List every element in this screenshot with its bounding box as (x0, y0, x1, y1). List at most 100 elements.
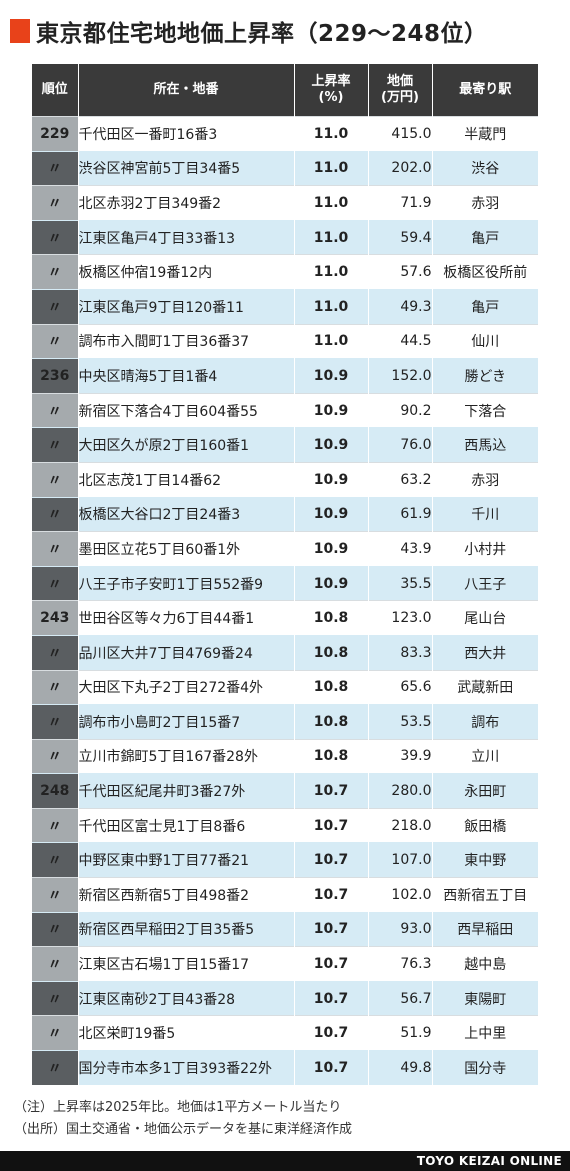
rank-cell: 243 (32, 600, 79, 636)
location-cell: 千代田区一番町16番3 (78, 116, 295, 152)
price-cell: 56.7 (368, 980, 433, 1016)
table-row: 〃品川区大井7丁目4769番24 10.8 83.3 西大井 (32, 634, 538, 670)
table-body: 229 千代田区一番町16番3 11.0 415.0 半蔵門〃渋谷区神宮前5丁目34番5… (32, 116, 538, 1085)
station-cell: 勝どき (432, 358, 538, 394)
station-cell: 西新宿五丁目 (432, 877, 538, 913)
price-cell: 65.6 (368, 669, 433, 705)
rank-cell: 〃 (32, 496, 79, 532)
location-cell: 新宿区西早稲田2丁目35番5 (78, 911, 295, 947)
station-cell: 板橋区役所前 (432, 254, 538, 290)
table-row: 〃国分寺市本多1丁目393番22外 10.7 49.8 国分寺 (32, 1050, 538, 1085)
station-cell: 西大井 (432, 634, 538, 670)
table-row: 243 世田谷区等々力6丁目44番1 10.8 123.0 尾山台 (32, 600, 538, 636)
rank-cell: 〃 (32, 254, 79, 290)
location-cell: 板橋区仲宿19番12内 (78, 254, 295, 290)
table-row: 〃板橋区仲宿19番12内 11.0 57.6 板橋区役所前 (32, 254, 538, 290)
table-row: 236 中央区晴海5丁目1番4 10.9 152.0 勝どき (32, 358, 538, 394)
note-comment: （注）上昇率は2025年比。地価は1平方メートル当たり (14, 1100, 342, 1115)
table-row: 〃新宿区西早稲田2丁目35番5 10.7 93.0 西早稲田 (32, 911, 538, 947)
price-cell: 51.9 (368, 1015, 433, 1051)
price-cell: 152.0 (368, 358, 433, 394)
rank-cell: 〃 (32, 842, 79, 878)
location-cell: 世田谷区等々力6丁目44番1 (78, 600, 295, 636)
station-cell: 東陽町 (432, 980, 538, 1016)
rank-cell: 〃 (32, 531, 79, 567)
price-cell: 59.4 (368, 219, 433, 255)
table-row: 〃調布市入間町1丁目36番37 11.0 44.5 仙川 (32, 323, 538, 359)
header-location: 所在・地番 (78, 64, 295, 117)
notes: （注）上昇率は2025年比。地価は1平方メートル当たり （出所）国土交通省・地価… (14, 1097, 352, 1141)
station-cell: 永田町 (432, 773, 538, 809)
station-cell: 越中島 (432, 946, 538, 982)
location-cell: 調布市小島町2丁目15番7 (78, 704, 295, 740)
rate-cell: 10.9 (294, 531, 369, 567)
rank-cell: 〃 (32, 634, 79, 670)
station-cell: 国分寺 (432, 1050, 538, 1085)
location-cell: 中野区東中野1丁目77番21 (78, 842, 295, 878)
rank-cell: 〃 (32, 150, 79, 186)
location-cell: 品川区大井7丁目4769番24 (78, 634, 295, 670)
price-cell: 76.0 (368, 427, 433, 463)
price-cell: 53.5 (368, 704, 433, 740)
price-cell: 123.0 (368, 600, 433, 636)
table-row: 〃北区志茂1丁目14番62 10.9 63.2 赤羽 (32, 461, 538, 498)
rank-cell: 〃 (32, 392, 79, 428)
rate-cell: 10.8 (294, 634, 369, 670)
location-cell: 立川市錦町5丁目167番28外 (78, 738, 295, 774)
table-row: 〃江東区亀戸4丁目33番13 11.0 59.4 亀戸 (32, 219, 538, 255)
header-rank: 順位 (32, 64, 79, 117)
location-cell: 北区志茂1丁目14番62 (78, 461, 295, 498)
rate-cell: 10.9 (294, 496, 369, 532)
table-row: 〃江東区亀戸9丁目120番11 11.0 49.3 亀戸 (32, 288, 538, 325)
table-row: 〃墨田区立花5丁目60番1外 10.9 43.9 小村井 (32, 531, 538, 567)
rate-cell: 10.7 (294, 773, 369, 809)
rank-cell: 〃 (32, 427, 79, 463)
location-cell: 国分寺市本多1丁目393番22外 (78, 1050, 295, 1085)
price-cell: 90.2 (368, 392, 433, 428)
station-cell: 下落合 (432, 392, 538, 428)
rate-cell: 11.0 (294, 150, 369, 186)
rank-cell: 〃 (32, 1015, 79, 1051)
location-cell: 江東区南砂2丁目43番28 (78, 980, 295, 1016)
station-cell: 仙川 (432, 323, 538, 359)
table-row: 248 千代田区紀尾井町3番27外 10.7 280.0 永田町 (32, 773, 538, 809)
location-cell: 江東区亀戸9丁目120番11 (78, 288, 295, 325)
price-cell: 102.0 (368, 877, 433, 913)
rank-cell: 〃 (32, 807, 79, 843)
rate-cell: 11.0 (294, 288, 369, 325)
location-cell: 板橋区大谷口2丁目24番3 (78, 496, 295, 532)
table-row: 〃大田区久が原2丁目160番1 10.9 76.0 西馬込 (32, 427, 538, 463)
station-cell: 渋谷 (432, 150, 538, 186)
location-cell: 墨田区立花5丁目60番1外 (78, 531, 295, 567)
station-cell: 武蔵新田 (432, 669, 538, 705)
location-cell: 中央区晴海5丁目1番4 (78, 358, 295, 394)
price-cell: 49.8 (368, 1050, 433, 1085)
location-cell: 大田区久が原2丁目160番1 (78, 427, 295, 463)
station-cell: 小村井 (432, 531, 538, 567)
rank-cell: 〃 (32, 185, 79, 221)
station-cell: 西馬込 (432, 427, 538, 463)
header-station: 最寄り駅 (432, 64, 538, 117)
rate-cell: 10.7 (294, 946, 369, 982)
location-cell: 江東区古石場1丁目15番17 (78, 946, 295, 982)
rank-cell: 〃 (32, 738, 79, 774)
table-row: 〃板橋区大谷口2丁目24番3 10.9 61.9 千川 (32, 496, 538, 532)
location-cell: 渋谷区神宮前5丁目34番5 (78, 150, 295, 186)
table-header-row: 順位 所在・地番 上昇率 (%) 地価 (万円) 最寄り駅 (32, 64, 538, 117)
station-cell: 千川 (432, 496, 538, 532)
table-row: 〃北区栄町19番5 10.7 51.9 上中里 (32, 1015, 538, 1051)
footer-brand: TOYO KEIZAI ONLINE (416, 1154, 562, 1168)
rate-cell: 10.8 (294, 738, 369, 774)
location-cell: 八王子市子安町1丁目552番9 (78, 565, 295, 601)
rate-cell: 10.9 (294, 392, 369, 428)
price-cell: 57.6 (368, 254, 433, 290)
station-cell: 赤羽 (432, 185, 538, 221)
rank-cell: 〃 (32, 877, 79, 913)
footer-bar: TOYO KEIZAI ONLINE (0, 1151, 570, 1171)
rank-cell: 229 (32, 116, 79, 152)
rate-cell: 10.7 (294, 842, 369, 878)
station-cell: 調布 (432, 704, 538, 740)
price-cell: 61.9 (368, 496, 433, 532)
price-cell: 83.3 (368, 634, 433, 670)
header-price: 地価 (万円) (368, 64, 433, 117)
